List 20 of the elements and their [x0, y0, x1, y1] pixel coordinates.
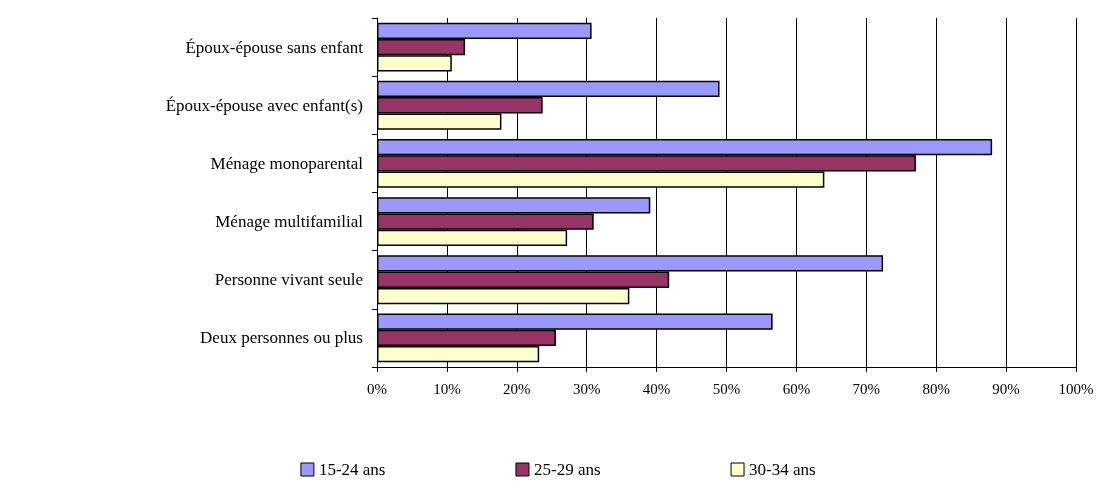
y-tick-label: Ménage monoparental: [210, 153, 364, 173]
x-tick-label: 0%: [367, 380, 387, 397]
x-tick-label: 20%: [503, 380, 531, 397]
x-tick-label: 50%: [712, 380, 741, 397]
x-tick-label: 10%: [433, 380, 461, 397]
y-tick-label: Deux personnes ou plus: [200, 328, 363, 348]
legend-label: 30-34 ans: [749, 460, 816, 479]
y-tick-label: Personne vivant seule: [214, 270, 363, 290]
x-tick-label: 60%: [782, 380, 811, 397]
y-tick-label: Époux-épouse sans enfant: [185, 37, 364, 57]
x-tick-label: 30%: [572, 380, 601, 397]
x-tick-label: 80%: [922, 380, 950, 397]
y-tick-label: Ménage multifamilial: [215, 212, 364, 232]
x-tick-label: 100%: [1058, 380, 1094, 397]
legend-label: 15-24 ans: [318, 460, 386, 479]
legend-label: 25-29 ans: [533, 460, 601, 479]
x-tick-label: 70%: [852, 380, 881, 397]
x-tick-label: 40%: [642, 380, 671, 397]
x-tick-label: 90%: [992, 380, 1020, 397]
y-tick-label: Époux-épouse avec enfant(s): [165, 95, 363, 115]
